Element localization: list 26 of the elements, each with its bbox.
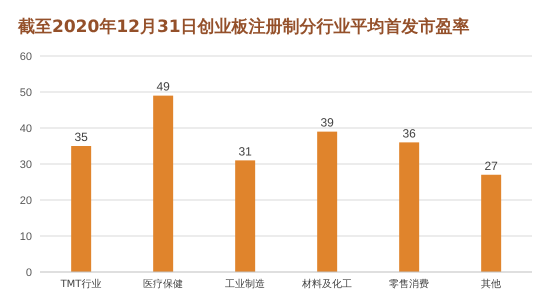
- bar: [481, 174, 502, 272]
- data-label: 31: [238, 144, 252, 158]
- bar: [317, 132, 338, 272]
- bar: [153, 96, 174, 272]
- x-tick-label: 其他: [481, 278, 501, 290]
- data-label: 49: [156, 80, 170, 94]
- y-tick-label: 10: [20, 230, 32, 243]
- x-tick-label: 材料及化工: [301, 278, 352, 290]
- y-tick-label: 60: [20, 50, 32, 63]
- x-tick-label: 医疗保健: [143, 278, 183, 290]
- y-tick-label: 40: [20, 122, 32, 135]
- data-label: 39: [320, 116, 334, 130]
- bar: [235, 160, 256, 272]
- x-tick-label: 零售消费: [389, 278, 429, 290]
- data-label: 35: [74, 130, 88, 144]
- bar: [399, 142, 420, 272]
- chart-title: 截至2020年12月31日创业板注册制分行业平均首发市盈率: [18, 16, 470, 38]
- data-label: 36: [402, 126, 416, 140]
- y-tick-label: 50: [20, 86, 32, 99]
- y-tick-label: 20: [20, 194, 32, 207]
- y-tick-label: 0: [26, 266, 32, 279]
- bar: [71, 146, 92, 272]
- y-tick-label: 30: [20, 158, 32, 171]
- data-label: 27: [484, 158, 498, 173]
- x-tick-label: TMT行业: [60, 278, 102, 290]
- x-tick-label: 工业制造: [225, 278, 265, 290]
